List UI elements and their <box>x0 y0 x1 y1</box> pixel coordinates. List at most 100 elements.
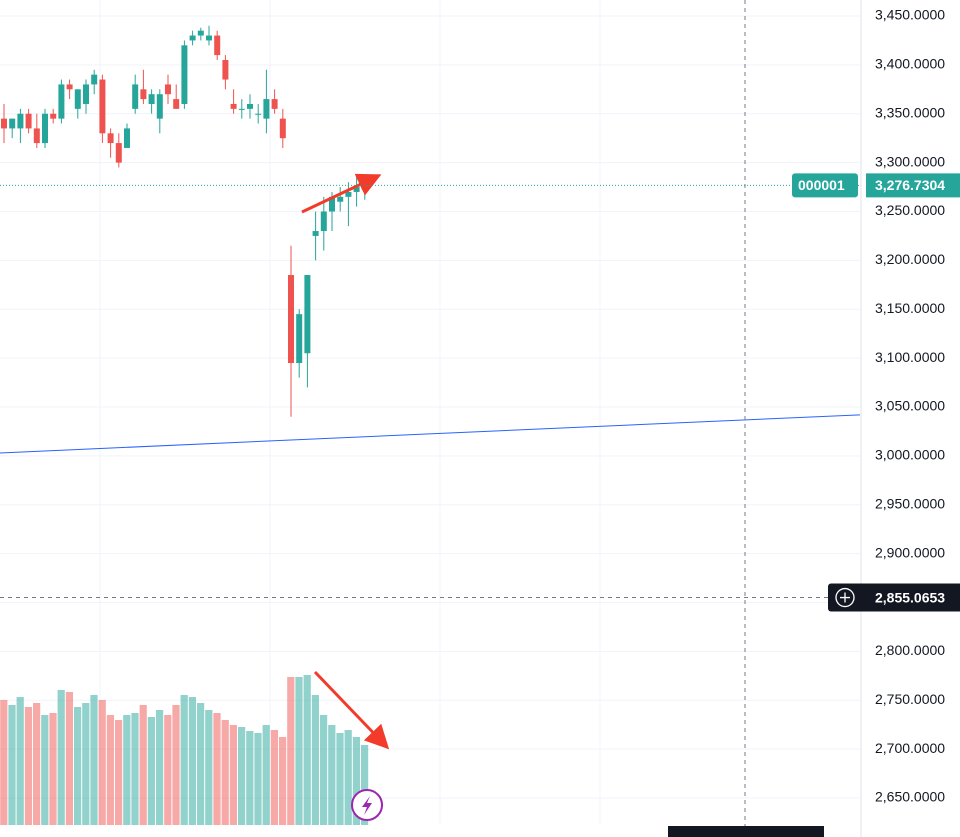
candle-body <box>345 191 352 197</box>
toolbar <box>668 826 824 837</box>
candle-body <box>33 128 40 144</box>
candle-body <box>271 99 278 109</box>
candle-body <box>107 133 114 144</box>
y-tick-label: 2,650.0000 <box>875 789 945 805</box>
volume-bar <box>49 713 57 825</box>
volume-bar <box>344 730 352 825</box>
candle-body <box>189 35 196 41</box>
volume-bar <box>213 713 221 825</box>
candle-body <box>255 113 262 115</box>
candle-body <box>288 275 294 364</box>
volume-bar <box>24 707 32 825</box>
volume-bar <box>238 727 246 825</box>
y-tick-label: 3,050.0000 <box>875 398 945 414</box>
y-tick-label: 3,100.0000 <box>875 349 945 365</box>
candle-body <box>279 118 286 139</box>
candle-body <box>165 84 171 95</box>
candle-body <box>214 35 221 56</box>
candle-body <box>124 128 130 148</box>
candle-body <box>140 89 147 100</box>
candle-body <box>99 79 106 134</box>
y-tick-label: 2,700.0000 <box>875 740 945 756</box>
volume-bar <box>320 715 328 825</box>
vertical-grid <box>99 0 601 825</box>
volume-bar <box>41 715 49 825</box>
y-tick-label: 3,350.0000 <box>875 104 945 120</box>
add-button[interactable] <box>835 587 855 608</box>
candle-body <box>25 113 32 129</box>
candle-body <box>296 314 303 364</box>
last-price-label: 3,276.7304 <box>875 177 945 193</box>
candle-body <box>304 275 311 354</box>
y-tick-label: 3,200.0000 <box>875 251 945 267</box>
candle-body <box>222 59 229 80</box>
volume-bar <box>57 690 65 825</box>
volume-bar <box>0 700 8 825</box>
candle-body <box>66 84 73 90</box>
volume-bar <box>8 705 16 825</box>
volume-bar <box>295 677 303 825</box>
volume-bar <box>33 703 41 825</box>
volume-bar <box>115 720 123 825</box>
candle-body <box>230 103 237 109</box>
crosshair-price-label: 2,855.0653 <box>875 589 945 605</box>
volume-bar <box>164 715 172 825</box>
candle-body <box>1 118 7 129</box>
candle-body <box>206 35 212 41</box>
candle-body <box>337 196 344 202</box>
volume-bar <box>197 703 205 825</box>
volume-bar <box>287 677 295 825</box>
candle-body <box>247 103 253 109</box>
candle-body <box>181 45 188 104</box>
candle-body <box>148 94 155 104</box>
volume-bar <box>90 695 98 825</box>
symbol-label: 000001 <box>798 177 845 193</box>
candle-body <box>42 113 48 144</box>
volume-bar <box>361 745 369 825</box>
volume-bar <box>65 692 73 825</box>
y-tick-label: 2,750.0000 <box>875 691 945 707</box>
y-tick-label: 3,400.0000 <box>875 56 945 72</box>
y-tick-label: 3,000.0000 <box>875 447 945 463</box>
candle-body <box>263 99 270 119</box>
candle-body <box>312 231 319 236</box>
volume-bar <box>188 697 196 825</box>
volume-bar <box>279 737 287 825</box>
candle-body <box>132 84 139 109</box>
candle-body <box>74 89 81 109</box>
candle-body <box>238 108 245 110</box>
volume-bar <box>254 733 262 825</box>
volume-bar <box>221 720 229 825</box>
y-tick-label: 3,300.0000 <box>875 153 945 169</box>
volume-bar <box>139 705 147 825</box>
trend-line <box>0 414 861 454</box>
volume-bar <box>156 710 164 825</box>
y-tick-label: 3,450.0000 <box>875 7 945 23</box>
candle-body <box>115 143 122 163</box>
volume-bar <box>246 731 254 825</box>
y-tick-label: 2,900.0000 <box>875 544 945 560</box>
candle-body <box>17 113 24 129</box>
annotation-arrow <box>313 670 390 750</box>
volume-bar <box>172 705 180 825</box>
last-price-badge <box>866 173 960 198</box>
volume-bar <box>147 717 155 825</box>
lightning-icon[interactable] <box>351 789 383 821</box>
candle-body <box>58 84 65 119</box>
y-tick-label: 3,150.0000 <box>875 300 945 316</box>
volume-bar <box>328 725 336 825</box>
volume-bar <box>205 710 213 825</box>
crosshair-badge <box>828 583 960 612</box>
volume-bar <box>336 733 344 825</box>
volume-bar <box>131 713 139 825</box>
volume-bar <box>123 715 131 825</box>
add-icon <box>840 592 850 603</box>
candle-body <box>329 196 335 212</box>
y-tick-label: 2,800.0000 <box>875 642 945 658</box>
volume-bar <box>311 695 319 825</box>
volume-bar <box>98 700 106 825</box>
volume-bar <box>82 703 90 825</box>
candle-body <box>320 211 327 232</box>
annotation-arrow <box>301 173 382 214</box>
